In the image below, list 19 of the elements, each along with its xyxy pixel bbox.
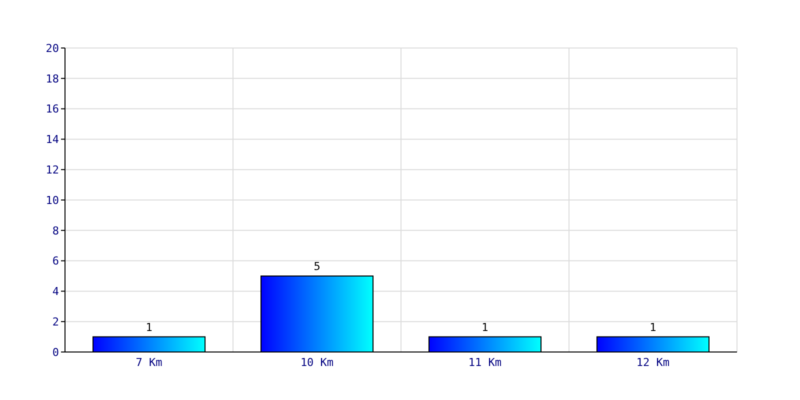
y-tick-label: 10 bbox=[46, 194, 59, 207]
x-tick-label: 11 Km bbox=[468, 356, 502, 369]
y-tick-label: 12 bbox=[46, 163, 59, 176]
y-tick-label: 2 bbox=[52, 315, 59, 328]
y-tick-label: 18 bbox=[46, 72, 59, 86]
y-tick-label: 16 bbox=[46, 102, 59, 116]
y-tick-label: 14 bbox=[46, 133, 60, 146]
data-label: 1 bbox=[482, 320, 488, 334]
x-tick-label: 10 Km bbox=[300, 356, 334, 369]
data-label: 1 bbox=[146, 320, 152, 334]
y-tick-label: 20 bbox=[46, 42, 59, 55]
x-tick-label: 7 Km bbox=[136, 356, 163, 369]
y-tick-label: 0 bbox=[52, 346, 59, 359]
x-tick-label: 12 Km bbox=[636, 356, 670, 369]
y-tick-label: 8 bbox=[52, 224, 59, 238]
y-tick-label: 6 bbox=[52, 254, 59, 268]
data-label: 1 bbox=[650, 320, 656, 334]
y-tick-label: 4 bbox=[52, 285, 60, 298]
data-label: 5 bbox=[314, 260, 320, 273]
